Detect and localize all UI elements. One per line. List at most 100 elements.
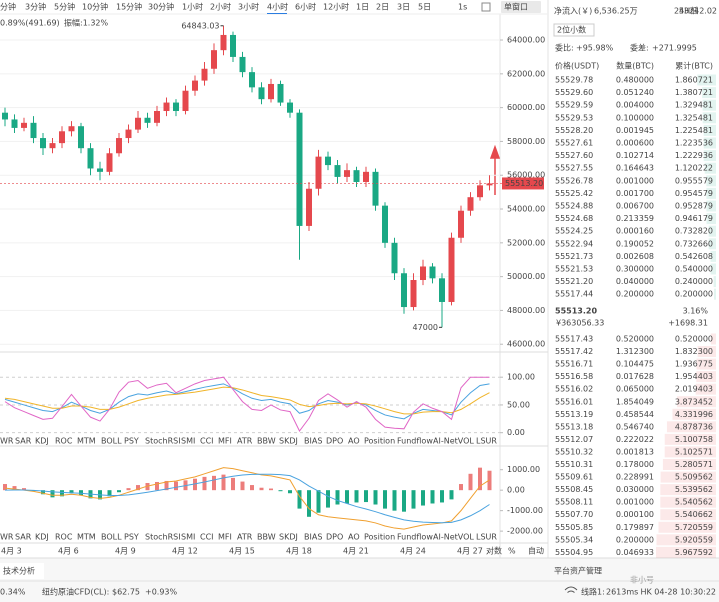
- indicator-tab[interactable]: SMI: [181, 437, 195, 446]
- candle-body: [30, 122, 37, 139]
- indicator-tab[interactable]: SAR: [15, 533, 32, 542]
- indicator-tab[interactable]: Position: [364, 533, 395, 542]
- candle-body: [40, 138, 46, 149]
- diff: +271.9995: [652, 44, 697, 53]
- interval-tab[interactable]: 分钟: [0, 2, 16, 12]
- indicator-tab[interactable]: KDJ: [35, 437, 49, 446]
- indicator-tab[interactable]: LSUR: [476, 437, 497, 446]
- indicator-tab[interactable]: CCI: [200, 437, 214, 446]
- indicator-tab[interactable]: DPO: [326, 437, 343, 446]
- speed[interactable]: 1s: [458, 3, 467, 12]
- indicator-tab[interactable]: StochRSI: [145, 437, 181, 446]
- indicator-tab[interactable]: ATR: [237, 533, 253, 542]
- indicator-tab[interactable]: AO: [348, 533, 360, 542]
- indicator-tab[interactable]: MFI: [218, 437, 232, 446]
- x-tick-label: 4月 3: [1, 547, 22, 556]
- indicator-tab[interactable]: WR: [0, 533, 14, 542]
- histogram-bar: [22, 488, 26, 491]
- indicator-tab[interactable]: SKDJ: [279, 437, 298, 446]
- y-tick-label: 64000.00: [507, 36, 545, 45]
- indicator-tab[interactable]: ROC: [55, 437, 73, 446]
- axis-option[interactable]: 自动: [528, 546, 544, 556]
- interval-tab[interactable]: 2日: [376, 3, 389, 12]
- depth-bar: [706, 187, 716, 199]
- indicator-tab[interactable]: KDJ: [35, 533, 49, 542]
- candle-body: [277, 83, 284, 103]
- interval-tab[interactable]: 5分钟: [54, 2, 75, 12]
- depth-bar: [660, 496, 716, 508]
- indicator-tab[interactable]: AO: [348, 437, 360, 446]
- cumulative: 1.860721: [675, 76, 713, 85]
- candle-body: [106, 153, 113, 172]
- price: 55529.59: [555, 101, 593, 110]
- indicator-tab[interactable]: WR: [0, 437, 14, 446]
- amount: 0.000100: [616, 510, 654, 519]
- cumulative: 0.540000: [675, 265, 713, 274]
- tab[interactable]: 技术分析: [3, 566, 35, 576]
- indicator-tab[interactable]: SKDJ: [279, 533, 298, 542]
- indicator-tab[interactable]: LSUR: [476, 533, 497, 542]
- indicator-tab[interactable]: BIAS: [304, 533, 322, 542]
- axis-option[interactable]: %: [508, 547, 516, 556]
- indicator-tab[interactable]: MFI: [218, 533, 232, 542]
- indicator-tab[interactable]: BOLL: [101, 437, 122, 446]
- indicator-tab[interactable]: SMI: [181, 533, 195, 542]
- interval-tab[interactable]: 1小时: [182, 2, 203, 12]
- indicator-tab[interactable]: DPO: [326, 533, 343, 542]
- y-tick-label: 52000.00: [507, 238, 545, 247]
- axis-option[interactable]: 对数: [486, 546, 502, 556]
- price: 55517.43: [555, 335, 593, 344]
- candle-body: [11, 119, 18, 128]
- interval-tab[interactable]: 1日: [356, 3, 369, 12]
- active-tab[interactable]: [0, 563, 44, 579]
- indicator-tab[interactable]: BBW: [257, 533, 276, 542]
- indicator-tab[interactable]: AI-NetVOL: [433, 533, 474, 542]
- indicator-tab[interactable]: ATR: [237, 437, 253, 446]
- interval-tab[interactable]: 10分钟: [82, 2, 108, 12]
- indicator-tab[interactable]: ROC: [55, 533, 73, 542]
- interval-tab[interactable]: 2小时: [210, 2, 231, 12]
- indicator-tab[interactable]: CCI: [200, 533, 214, 542]
- tab[interactable]: 平台资产管理: [554, 566, 602, 576]
- candle-body: [125, 129, 132, 139]
- interval-tab[interactable]: 30分钟: [148, 2, 174, 12]
- indicator-tab[interactable]: PSY: [124, 533, 139, 542]
- interval-tab[interactable]: 5日: [418, 3, 431, 12]
- depth-bar: [713, 288, 716, 300]
- window-button[interactable]: [501, 1, 541, 13]
- indicator-tab[interactable]: AI-NetVOL: [433, 437, 474, 446]
- indicator-tab[interactable]: PSY: [124, 437, 139, 446]
- decimals-dropdown[interactable]: [553, 23, 595, 37]
- indicator-tab[interactable]: Fundflow: [397, 437, 433, 446]
- indicator-tab[interactable]: BBW: [257, 437, 276, 446]
- indicator-tab[interactable]: BOLL: [101, 533, 122, 542]
- interval-tab[interactable]: 3日: [397, 3, 410, 12]
- indicator-tab[interactable]: StochRSI: [145, 533, 181, 542]
- x-tick-label: 4月 9: [115, 547, 136, 556]
- candle-body: [372, 171, 379, 206]
- histogram-bar: [107, 490, 112, 497]
- candle-body: [334, 165, 341, 177]
- indicator-tab[interactable]: BIAS: [304, 437, 322, 446]
- ticker-change: 0.34%: [0, 588, 26, 597]
- price: 55529.78: [555, 76, 593, 85]
- interval-tab[interactable]: 3分钟: [25, 2, 46, 12]
- interval-tab[interactable]: 3小时: [238, 2, 259, 12]
- y-tick-label: 50.00: [507, 400, 530, 409]
- indicator-tab[interactable]: Position: [364, 437, 395, 446]
- interval-tab[interactable]: 6小时: [295, 2, 316, 12]
- indicator-tab[interactable]: MTM: [77, 437, 96, 446]
- interval-tab[interactable]: 12小时: [323, 2, 349, 12]
- candle-body: [401, 273, 407, 308]
- interval-tab[interactable]: 15分钟: [116, 2, 142, 12]
- indicator-tab[interactable]: Fundflow: [397, 533, 433, 542]
- indicator-tab[interactable]: SAR: [15, 437, 32, 446]
- settings-icon[interactable]: [481, 2, 491, 12]
- histogram-bar: [79, 490, 83, 496]
- cumulative: 5.967592: [675, 548, 713, 557]
- indicator-tab[interactable]: MTM: [77, 533, 96, 542]
- wifi-icon: [564, 586, 578, 593]
- amount: 0.001945: [616, 126, 654, 135]
- candle-body: [87, 148, 94, 169]
- interval-tab[interactable]: 4小时: [267, 2, 288, 12]
